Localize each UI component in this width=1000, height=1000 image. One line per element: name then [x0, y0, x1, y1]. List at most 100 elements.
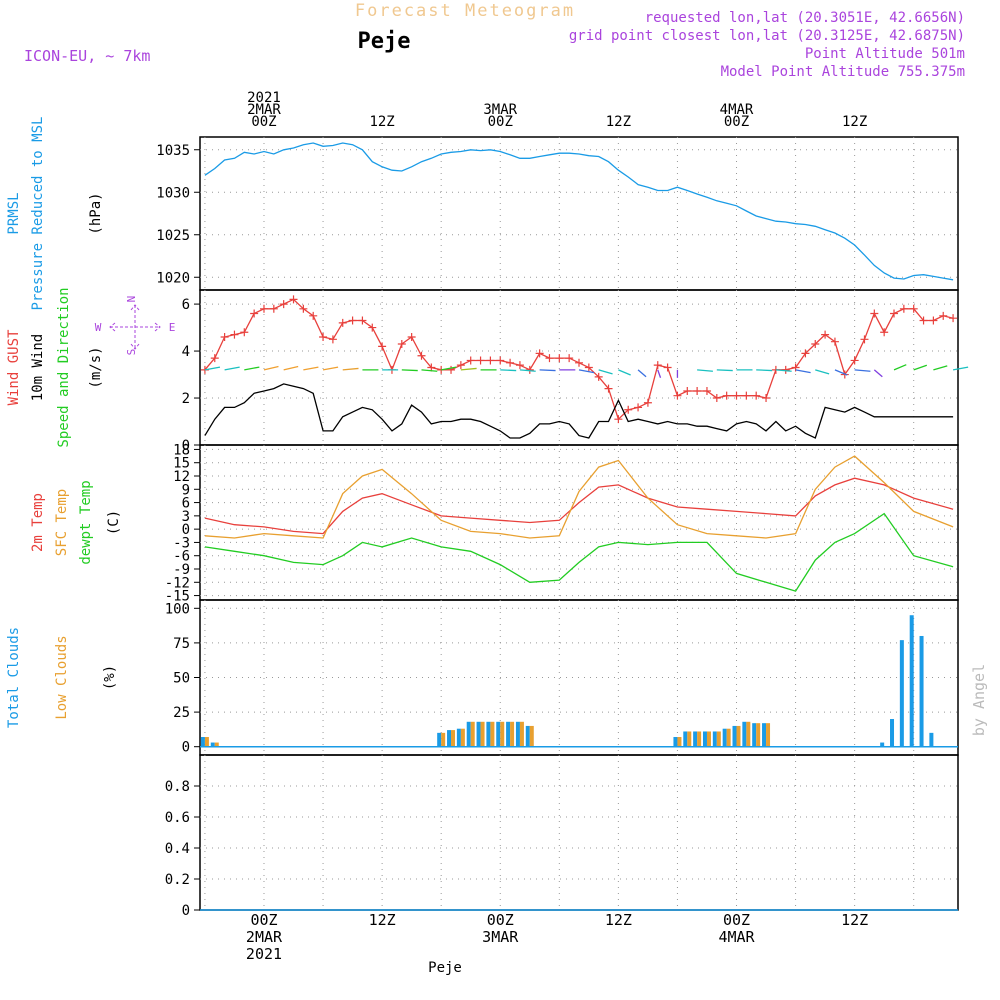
gust-marker: [909, 304, 918, 313]
low-cloud-bar: [529, 725, 534, 747]
total-cloud-bar: [899, 640, 904, 747]
low-cloud-bar: [480, 721, 485, 747]
bottom-time-label: 00Z: [487, 911, 514, 929]
low-cloud-bar: [214, 742, 219, 747]
wind-arrow: [697, 369, 713, 372]
low-cloud-bar: [687, 731, 692, 747]
gust-marker: [338, 318, 347, 327]
y-tick-label: 0: [182, 740, 190, 756]
panel-label: (%): [102, 665, 118, 690]
low-cloud-bar: [460, 728, 465, 747]
total-cloud-bar: [210, 742, 215, 747]
panel-1: 0 2 4 6 Wind GUST 10m Wind Speed and Direction…: [6, 287, 959, 454]
total-cloud-bar: [722, 728, 727, 747]
y-tick-label: 2: [182, 391, 190, 407]
panel-label: SFC Temp: [54, 489, 70, 556]
bottom-time-label: 2021: [246, 945, 282, 963]
gust-marker: [653, 361, 662, 370]
y-tick-label: 1035: [156, 143, 190, 159]
total-cloud-bar: [496, 721, 501, 747]
low-cloud-bar: [766, 723, 771, 747]
total-cloud-bar: [447, 730, 452, 747]
bottom-time-label: 12Z: [369, 911, 396, 929]
gust-marker: [506, 358, 515, 367]
gust-marker: [919, 316, 928, 325]
total-cloud-bar: [506, 721, 511, 747]
panel-label: PRMSL: [6, 192, 22, 234]
wind-arrow: [460, 367, 477, 371]
total-cloud-bar: [752, 723, 757, 747]
gust-marker: [515, 361, 524, 370]
y-tick-label: 1030: [156, 185, 190, 201]
total-cloud-bar: [890, 719, 895, 747]
gust-marker: [230, 330, 239, 339]
y-tick-label: -3: [173, 535, 190, 551]
gust-marker: [742, 391, 751, 400]
gust-marker: [683, 386, 692, 395]
wind-arrow: [342, 367, 359, 371]
total-cloud-bar: [486, 721, 491, 747]
gust-marker: [289, 295, 298, 304]
gust-marker: [899, 304, 908, 313]
top-time-label: 00Z: [724, 114, 749, 130]
wind-arrow: [322, 366, 339, 371]
wind-arrow: [263, 365, 279, 371]
y-tick-label: 0.8: [165, 779, 190, 795]
gust-marker: [693, 386, 702, 395]
wind-arrow: [303, 366, 319, 371]
wind-arrow: [913, 364, 928, 371]
wind-arrow: [795, 369, 811, 374]
panel-label: Pressure Reduced to MSL: [30, 117, 46, 311]
total-cloud-bar: [693, 731, 698, 747]
y-tick-label: -9: [173, 562, 190, 578]
gust-marker: [407, 332, 416, 341]
location-title: Peje: [358, 29, 411, 54]
gust-marker: [486, 356, 495, 365]
gust-marker: [624, 405, 633, 414]
total-cloud-bar: [673, 737, 678, 747]
wind-arrow: [657, 369, 662, 378]
compass-n: N: [125, 296, 138, 303]
gust-marker: [890, 309, 899, 318]
bottom-time-label: 12Z: [841, 911, 868, 929]
wind-arrow: [873, 369, 883, 378]
wind-arrow: [815, 369, 830, 375]
low-cloud-bar: [510, 721, 515, 747]
wind-arrow: [283, 365, 299, 371]
gust-marker: [476, 356, 485, 365]
y-tick-label: 1020: [156, 270, 190, 286]
low-cloud-bar: [451, 730, 456, 747]
panel-label: (C): [106, 510, 122, 535]
panel-label: Low Clouds: [54, 635, 70, 719]
credit-watermark: by Angel: [970, 664, 988, 736]
compass-e: E: [169, 321, 176, 334]
gust-marker: [702, 386, 711, 395]
total-cloud-bar: [880, 742, 885, 747]
total-cloud-bar: [929, 732, 934, 747]
gust-marker: [712, 394, 721, 403]
gust-marker: [821, 330, 830, 339]
bottom-time-label: 00Z: [250, 911, 277, 929]
wind-arrow: [716, 369, 733, 372]
wind-arrow: [244, 366, 260, 371]
wind-arrow: [893, 364, 907, 371]
y-tick-label: 1025: [156, 228, 190, 244]
y-tick-label: 50: [173, 671, 190, 687]
y-tick-label: 0.2: [165, 872, 190, 888]
gust-marker: [643, 398, 652, 407]
gust-marker: [929, 316, 938, 325]
total-cloud-bar: [762, 723, 767, 747]
panel-frame: [199, 136, 959, 291]
meteogram-title: Forecast Meteogram: [355, 1, 575, 21]
low-cloud-bar: [204, 737, 209, 747]
wind-arrow: [224, 366, 240, 371]
panel-label: 10m Wind: [30, 334, 46, 401]
gust-marker: [762, 394, 771, 403]
total-cloud-bar: [909, 615, 914, 747]
gust-marker: [663, 363, 672, 372]
wind-arrow: [756, 369, 773, 372]
gust-marker: [614, 415, 623, 424]
top-time-label: 3MAR: [483, 102, 517, 118]
